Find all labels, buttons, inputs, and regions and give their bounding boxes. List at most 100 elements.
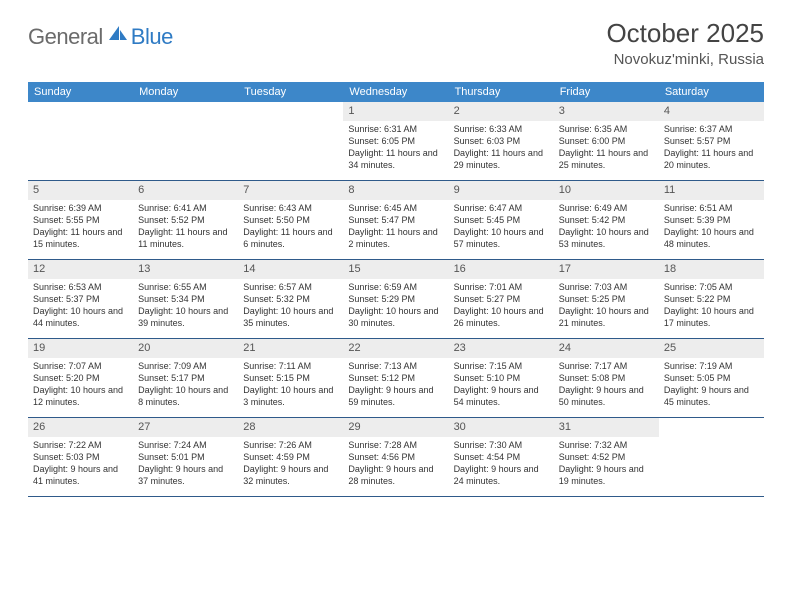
sunset-text: Sunset: 6:05 PM	[348, 135, 443, 147]
daylight-text: Daylight: 10 hours and 30 minutes.	[348, 305, 443, 329]
weekday-tue: Tuesday	[238, 82, 343, 102]
daylight-text: Daylight: 11 hours and 34 minutes.	[348, 147, 443, 171]
day-content: Sunrise: 6:35 AMSunset: 6:00 PMDaylight:…	[554, 121, 659, 176]
day-content: Sunrise: 7:01 AMSunset: 5:27 PMDaylight:…	[449, 279, 554, 334]
weekday-wed: Wednesday	[343, 82, 448, 102]
calendar-cell: 7Sunrise: 6:43 AMSunset: 5:50 PMDaylight…	[238, 181, 343, 259]
day-content: Sunrise: 6:57 AMSunset: 5:32 PMDaylight:…	[238, 279, 343, 334]
sunrise-text: Sunrise: 6:39 AM	[33, 202, 128, 214]
calendar-cell: 16Sunrise: 7:01 AMSunset: 5:27 PMDayligh…	[449, 260, 554, 338]
sunrise-text: Sunrise: 7:15 AM	[454, 360, 549, 372]
sunrise-text: Sunrise: 6:51 AM	[664, 202, 759, 214]
daylight-text: Daylight: 10 hours and 21 minutes.	[559, 305, 654, 329]
sunset-text: Sunset: 4:52 PM	[559, 451, 654, 463]
sunrise-text: Sunrise: 6:57 AM	[243, 281, 338, 293]
sunset-text: Sunset: 5:27 PM	[454, 293, 549, 305]
day-number: 2	[449, 102, 554, 121]
day-content: Sunrise: 6:49 AMSunset: 5:42 PMDaylight:…	[554, 200, 659, 255]
calendar-cell: 26Sunrise: 7:22 AMSunset: 5:03 PMDayligh…	[28, 418, 133, 496]
sunrise-text: Sunrise: 7:03 AM	[559, 281, 654, 293]
day-number: 6	[133, 181, 238, 200]
calendar-cell	[238, 102, 343, 180]
day-content: Sunrise: 6:55 AMSunset: 5:34 PMDaylight:…	[133, 279, 238, 334]
day-number: 25	[659, 339, 764, 358]
calendar-row: 26Sunrise: 7:22 AMSunset: 5:03 PMDayligh…	[28, 418, 764, 497]
calendar-cell: 2Sunrise: 6:33 AMSunset: 6:03 PMDaylight…	[449, 102, 554, 180]
day-number: 29	[343, 418, 448, 437]
day-content: Sunrise: 7:19 AMSunset: 5:05 PMDaylight:…	[659, 358, 764, 413]
calendar-cell: 4Sunrise: 6:37 AMSunset: 5:57 PMDaylight…	[659, 102, 764, 180]
day-content: Sunrise: 7:11 AMSunset: 5:15 PMDaylight:…	[238, 358, 343, 413]
day-number: 15	[343, 260, 448, 279]
weekday-fri: Friday	[554, 82, 659, 102]
sunrise-text: Sunrise: 6:41 AM	[138, 202, 233, 214]
sunset-text: Sunset: 5:55 PM	[33, 214, 128, 226]
sunrise-text: Sunrise: 6:59 AM	[348, 281, 443, 293]
calendar-cell	[659, 418, 764, 496]
sunrise-text: Sunrise: 7:07 AM	[33, 360, 128, 372]
day-number: 5	[28, 181, 133, 200]
sunset-text: Sunset: 5:42 PM	[559, 214, 654, 226]
sunset-text: Sunset: 5:03 PM	[33, 451, 128, 463]
calendar-cell: 5 Sunrise: 6:39 AMSunset: 5:55 PMDaylight…	[28, 181, 133, 259]
calendar-cell: 11Sunrise: 6:51 AMSunset: 5:39 PMDayligh…	[659, 181, 764, 259]
daylight-text: Daylight: 9 hours and 19 minutes.	[559, 463, 654, 487]
daylight-text: Daylight: 10 hours and 26 minutes.	[454, 305, 549, 329]
daylight-text: Daylight: 11 hours and 6 minutes.	[243, 226, 338, 250]
daylight-text: Daylight: 9 hours and 50 minutes.	[559, 384, 654, 408]
day-content: Sunrise: 6:31 AMSunset: 6:05 PMDaylight:…	[343, 121, 448, 176]
calendar-row: 12Sunrise: 6:53 AMSunset: 5:37 PMDayligh…	[28, 260, 764, 339]
day-number: 22	[343, 339, 448, 358]
day-number: 31	[554, 418, 659, 437]
brand-part1: General	[28, 24, 103, 50]
calendar-cell: 28Sunrise: 7:26 AMSunset: 4:59 PMDayligh…	[238, 418, 343, 496]
calendar-cell: 24Sunrise: 7:17 AMSunset: 5:08 PMDayligh…	[554, 339, 659, 417]
calendar-cell: 25Sunrise: 7:19 AMSunset: 5:05 PMDayligh…	[659, 339, 764, 417]
day-number: 14	[238, 260, 343, 279]
day-content: Sunrise: 6:33 AMSunset: 6:03 PMDaylight:…	[449, 121, 554, 176]
sunrise-text: Sunrise: 6:45 AM	[348, 202, 443, 214]
sunset-text: Sunset: 6:03 PM	[454, 135, 549, 147]
sunrise-text: Sunrise: 7:26 AM	[243, 439, 338, 451]
daylight-text: Daylight: 11 hours and 29 minutes.	[454, 147, 549, 171]
daylight-text: Daylight: 10 hours and 35 minutes.	[243, 305, 338, 329]
sunset-text: Sunset: 5:15 PM	[243, 372, 338, 384]
day-content: Sunrise: 6:41 AMSunset: 5:52 PMDaylight:…	[133, 200, 238, 255]
weekday-thu: Thursday	[449, 82, 554, 102]
sunset-text: Sunset: 5:12 PM	[348, 372, 443, 384]
month-title: October 2025	[606, 18, 764, 49]
daylight-text: Daylight: 9 hours and 41 minutes.	[33, 463, 128, 487]
sunset-text: Sunset: 5:10 PM	[454, 372, 549, 384]
calendar-cell: 15Sunrise: 6:59 AMSunset: 5:29 PMDayligh…	[343, 260, 448, 338]
sunset-text: Sunset: 5:20 PM	[33, 372, 128, 384]
calendar-page: General Blue October 2025 Novokuz'minki,…	[0, 0, 792, 515]
daylight-text: Daylight: 10 hours and 53 minutes.	[559, 226, 654, 250]
calendar-row: 19Sunrise: 7:07 AMSunset: 5:20 PMDayligh…	[28, 339, 764, 418]
sunrise-text: Sunrise: 7:01 AM	[454, 281, 549, 293]
day-content: Sunrise: 7:05 AMSunset: 5:22 PMDaylight:…	[659, 279, 764, 334]
calendar-cell: 13Sunrise: 6:55 AMSunset: 5:34 PMDayligh…	[133, 260, 238, 338]
page-header: General Blue October 2025 Novokuz'minki,…	[28, 18, 764, 68]
sunrise-text: Sunrise: 7:19 AM	[664, 360, 759, 372]
daylight-text: Daylight: 11 hours and 15 minutes.	[33, 226, 128, 250]
sunrise-text: Sunrise: 7:24 AM	[138, 439, 233, 451]
day-content: Sunrise: 7:30 AMSunset: 4:54 PMDaylight:…	[449, 437, 554, 492]
sunset-text: Sunset: 5:50 PM	[243, 214, 338, 226]
sunrise-text: Sunrise: 6:43 AM	[243, 202, 338, 214]
daylight-text: Daylight: 9 hours and 37 minutes.	[138, 463, 233, 487]
sunrise-text: Sunrise: 7:11 AM	[243, 360, 338, 372]
daylight-text: Daylight: 10 hours and 12 minutes.	[33, 384, 128, 408]
daylight-text: Daylight: 10 hours and 8 minutes.	[138, 384, 233, 408]
day-content: Sunrise: 7:09 AMSunset: 5:17 PMDaylight:…	[133, 358, 238, 413]
calendar-cell: 8Sunrise: 6:45 AMSunset: 5:47 PMDaylight…	[343, 181, 448, 259]
sunrise-text: Sunrise: 6:53 AM	[33, 281, 128, 293]
daylight-text: Daylight: 11 hours and 20 minutes.	[664, 147, 759, 171]
day-content: Sunrise: 7:22 AMSunset: 5:03 PMDaylight:…	[28, 437, 133, 492]
day-number: 10	[554, 181, 659, 200]
day-number: 24	[554, 339, 659, 358]
day-number: 13	[133, 260, 238, 279]
sunset-text: Sunset: 5:47 PM	[348, 214, 443, 226]
calendar-cell: 29Sunrise: 7:28 AMSunset: 4:56 PMDayligh…	[343, 418, 448, 496]
title-block: October 2025 Novokuz'minki, Russia	[606, 18, 764, 68]
day-number: 8	[343, 181, 448, 200]
